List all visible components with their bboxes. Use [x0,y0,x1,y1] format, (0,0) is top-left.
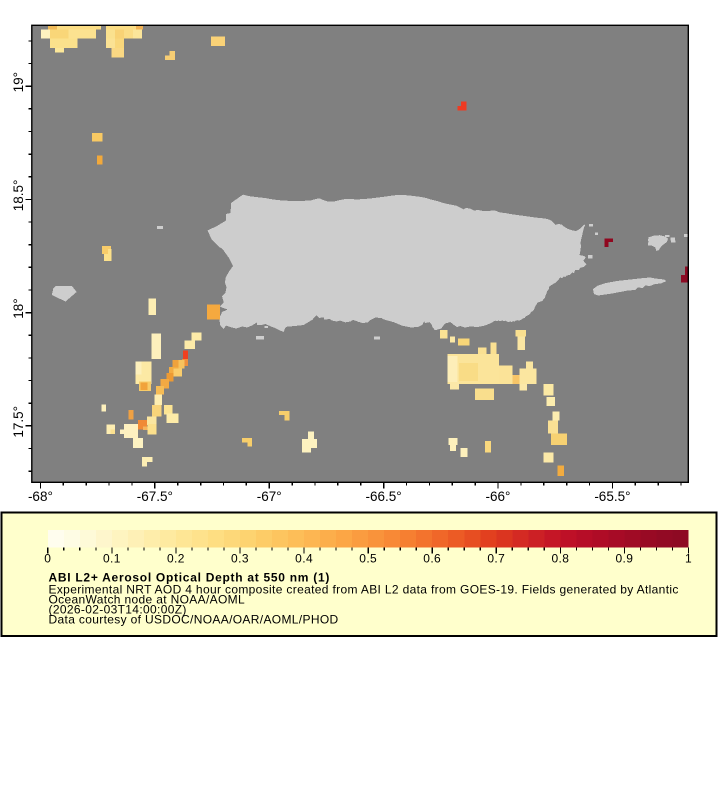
svg-text:Data courtesy of USDOC/NOAA/OA: Data courtesy of USDOC/NOAA/OAR/AOML/PHO… [49,613,339,627]
svg-text:-66.5°: -66.5° [366,489,402,504]
svg-text:17.5°: 17.5° [11,406,26,438]
svg-text:0.2: 0.2 [167,552,185,566]
svg-text:0.5: 0.5 [359,552,377,566]
svg-text:-67°: -67° [257,489,282,504]
svg-text:0.3: 0.3 [231,552,249,566]
svg-text:0.8: 0.8 [551,552,569,566]
svg-text:0.1: 0.1 [103,552,121,566]
svg-text:ABI L2+ Aerosol Optical Depth: ABI L2+ Aerosol Optical Depth at 550 nm … [49,570,331,584]
svg-text:Experimental NRT AOD 4 hour co: Experimental NRT AOD 4 hour composite cr… [49,582,679,596]
svg-text:1: 1 [685,552,692,566]
svg-text:0.6: 0.6 [423,552,441,566]
svg-text:OceanWatch node at NOAA/AOML: OceanWatch node at NOAA/AOML [49,592,246,606]
svg-text:-67.5°: -67.5° [137,489,173,504]
svg-text:0: 0 [44,552,51,566]
svg-text:0.4: 0.4 [295,552,313,566]
svg-text:18°: 18° [11,298,26,318]
svg-text:-68°: -68° [28,489,53,504]
svg-text:0.7: 0.7 [487,552,505,566]
svg-text:-66°: -66° [486,489,511,504]
svg-text:0.9: 0.9 [615,552,633,566]
svg-text:(2026-02-03T14:00:00Z): (2026-02-03T14:00:00Z) [49,603,187,617]
svg-text:-65.5°: -65.5° [594,489,630,504]
svg-text:18.5°: 18.5° [11,180,26,212]
svg-text:19°: 19° [11,72,26,92]
